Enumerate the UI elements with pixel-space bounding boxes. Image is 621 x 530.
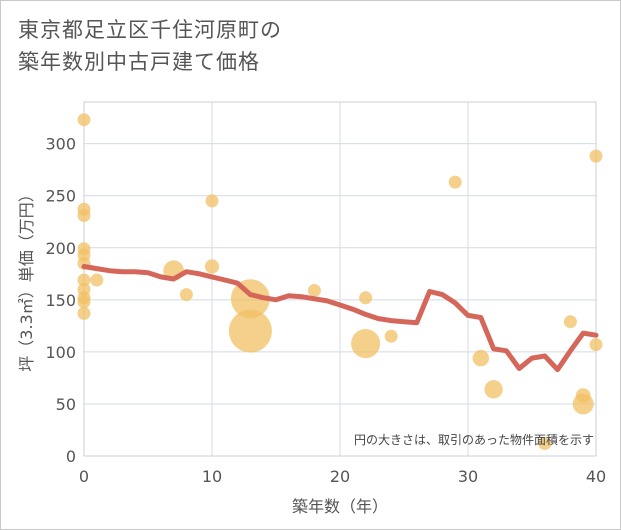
bubble-size-note: 円の大きさは、取引のあった物件面積を示す (354, 432, 594, 447)
y-tick-label: 50 (56, 395, 76, 414)
data-bubble (77, 295, 91, 309)
data-bubble (359, 291, 373, 305)
data-bubble (589, 338, 603, 352)
y-tick-label: 300 (45, 135, 76, 154)
x-axis-label: 築年数（年） (292, 497, 388, 516)
data-bubble (204, 259, 220, 274)
data-bubble (228, 309, 272, 353)
data-bubble (563, 315, 577, 329)
x-tick-label: 30 (458, 467, 478, 486)
x-tick-labels: 0 10 20 30 40 (79, 467, 606, 486)
x-tick-label: 10 (202, 467, 222, 486)
data-bubble (307, 283, 321, 297)
data-bubble (484, 380, 503, 399)
data-bubble (77, 208, 91, 222)
data-bubble (179, 288, 193, 302)
data-bubble (77, 306, 91, 320)
data-bubble (472, 349, 490, 367)
y-tick-label: 100 (45, 343, 76, 362)
data-bubble (538, 437, 552, 451)
y-tick-label: 250 (45, 187, 76, 206)
data-bubble (572, 393, 594, 415)
x-tick-label: 20 (330, 467, 350, 486)
x-tick-label: 40 (586, 467, 606, 486)
data-bubble (77, 273, 91, 287)
y-tick-label: 0 (66, 447, 76, 466)
data-bubble (77, 113, 91, 127)
data-bubble (384, 329, 398, 343)
data-bubble (205, 194, 219, 208)
chart-title-line1: 東京都足立区千住河原町の (18, 18, 282, 42)
y-tick-label: 200 (45, 239, 76, 258)
data-bubble (90, 273, 104, 287)
data-bubble (589, 149, 603, 163)
y-axis-label: 坪（3.3㎡）単価（万円） (17, 186, 36, 371)
x-tick-label: 0 (79, 467, 89, 486)
y-tick-labels: 0 50 100 150 200 250 300 (45, 135, 76, 466)
chart-title-line2: 築年数別中古戸建て価格 (18, 50, 260, 74)
data-bubble (351, 329, 381, 359)
data-bubble (448, 175, 462, 189)
trend-line (81, 264, 599, 373)
chart-title: 東京都足立区千住河原町の 築年数別中古戸建て価格 (18, 14, 282, 78)
y-tick-label: 150 (45, 291, 76, 310)
